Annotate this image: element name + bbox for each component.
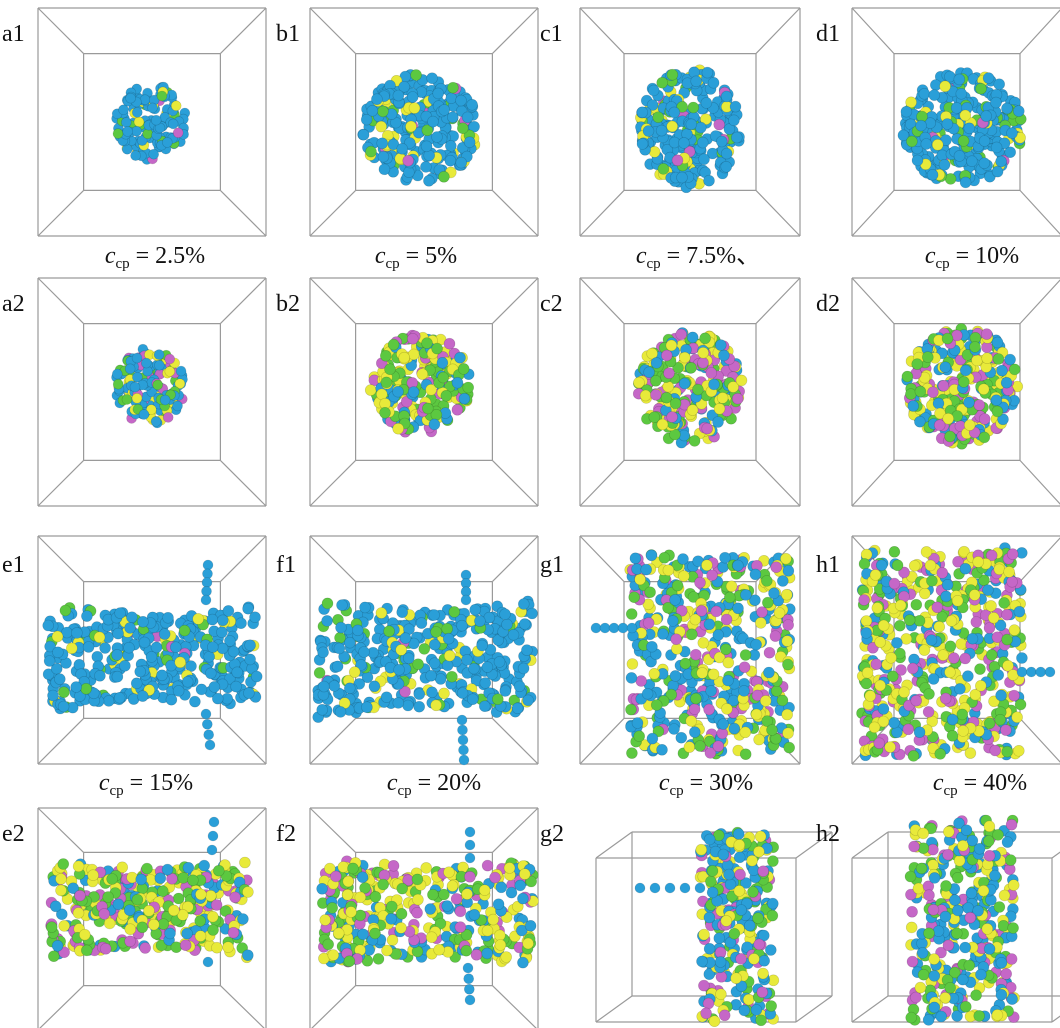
cluster-a2 — [111, 343, 188, 429]
cluster-c2 — [632, 327, 748, 449]
cluster-f1 — [312, 569, 539, 766]
caption-symbol: c — [932, 770, 944, 796]
cluster-b2 — [364, 329, 475, 438]
cluster-e2 — [45, 816, 254, 968]
caption-subscript: cp — [385, 256, 400, 272]
caption-value: = 20% — [417, 770, 482, 796]
caption-15-percent: ccp = 15% — [99, 770, 193, 804]
panel-label-b2: b2 — [276, 291, 300, 317]
cluster-h1 — [856, 542, 1056, 762]
box-a1 — [37, 7, 267, 237]
caption-symbol: c — [374, 243, 386, 269]
cluster-g1 — [590, 549, 796, 761]
caption-2-5-percent: ccp = 2.5% — [105, 243, 205, 277]
caption-30-percent: ccp = 30% — [659, 770, 753, 804]
cluster-g2 — [634, 826, 780, 1028]
caption-subscript: cp — [935, 256, 950, 272]
box-b1 — [309, 7, 539, 237]
panel-label-b1: b1 — [276, 21, 300, 47]
caption-subscript: cp — [646, 256, 661, 272]
caption-5-percent: ccp = 5% — [375, 243, 457, 277]
box-d1 — [851, 7, 1060, 237]
panel-label-g1: g1 — [540, 552, 564, 578]
panel-label-h2: h2 — [816, 821, 840, 847]
caption-symbol: c — [658, 770, 670, 796]
cluster-c1 — [634, 64, 745, 194]
panel-label-h1: h1 — [816, 552, 840, 578]
panel-label-f2: f2 — [276, 821, 296, 847]
panel-label-e2: e2 — [2, 821, 25, 847]
caption-value: = 10% — [955, 243, 1020, 269]
panel-label-a1: a1 — [2, 21, 25, 47]
cluster-d1 — [897, 67, 1027, 189]
panel-label-g2: g2 — [540, 821, 564, 847]
caption-value: = 7.5%、 — [666, 243, 761, 269]
cluster-f2 — [316, 826, 539, 1006]
caption-symbol: c — [104, 243, 116, 269]
caption-subscript: cp — [115, 256, 130, 272]
panel-label-d2: d2 — [816, 291, 840, 317]
panel-label-d1: d1 — [816, 21, 840, 47]
cluster-e1 — [42, 559, 263, 751]
caption-subscript: cp — [669, 783, 684, 799]
cluster-d2 — [901, 323, 1024, 450]
caption-value: = 2.5% — [135, 243, 206, 269]
panel-label-a2: a2 — [2, 291, 25, 317]
cluster-a1 — [111, 81, 191, 165]
particle-clusters — [42, 64, 1056, 1028]
caption-40-percent: ccp = 40% — [933, 770, 1027, 804]
caption-subscript: cp — [109, 783, 124, 799]
box-e1 — [37, 535, 267, 765]
caption-20-percent: ccp = 20% — [387, 770, 481, 804]
panel-label-e1: e1 — [2, 552, 25, 578]
box-b2 — [309, 277, 539, 507]
box-d2 — [851, 277, 1060, 507]
cluster-h2 — [904, 814, 1020, 1026]
caption-symbol: c — [386, 770, 398, 796]
panel-label-c1: c1 — [540, 21, 563, 47]
panel-label-f1: f1 — [276, 552, 296, 578]
caption-value: = 5% — [405, 243, 458, 269]
box-c2 — [579, 277, 801, 507]
caption-symbol: c — [635, 243, 647, 269]
cluster-b1 — [357, 69, 481, 187]
caption-subscript: cp — [397, 783, 412, 799]
caption-value: = 40% — [963, 770, 1028, 796]
caption-7-5-percent: ccp = 7.5%、 — [636, 243, 760, 277]
box-a2 — [37, 277, 267, 507]
caption-10-percent: ccp = 10% — [925, 243, 1019, 277]
caption-subscript: cp — [943, 783, 958, 799]
caption-value: = 30% — [689, 770, 754, 796]
panel-label-c2: c2 — [540, 291, 563, 317]
caption-value: = 15% — [129, 770, 194, 796]
caption-symbol: c — [98, 770, 110, 796]
caption-symbol: c — [924, 243, 936, 269]
